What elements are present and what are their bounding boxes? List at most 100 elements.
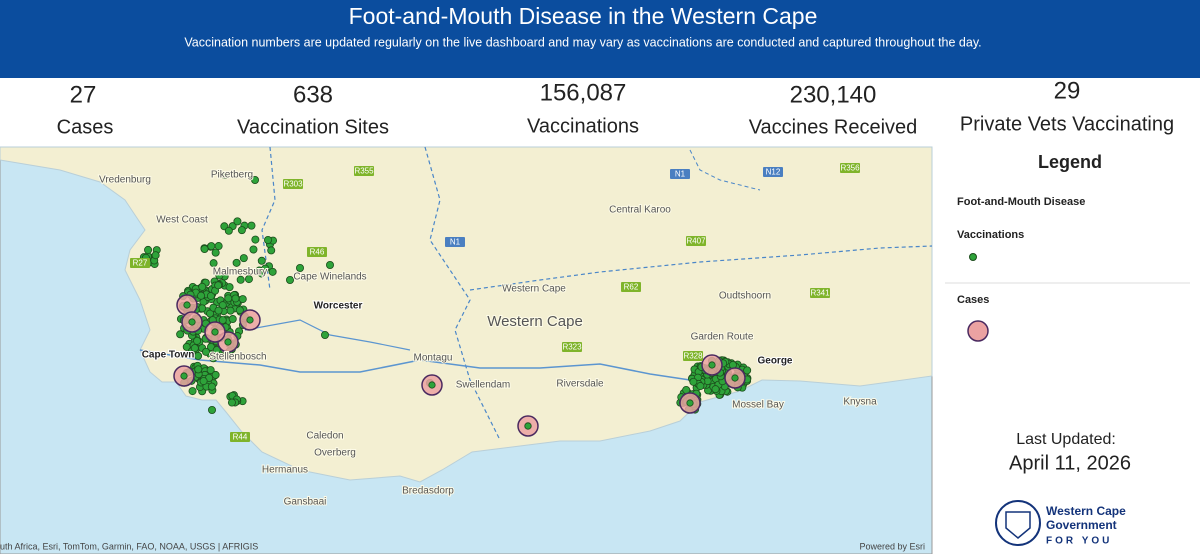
logo-name: Western Cape bbox=[1046, 504, 1126, 518]
powered-by: Powered by Esri bbox=[859, 541, 925, 551]
vaccination-site bbox=[708, 361, 716, 369]
vaccination-site bbox=[228, 315, 237, 324]
vaccination-site bbox=[238, 295, 247, 304]
vaccination-site bbox=[151, 251, 160, 260]
road-label: R44 bbox=[233, 433, 248, 442]
vaccination-site bbox=[524, 422, 532, 430]
road-shield bbox=[445, 237, 465, 247]
place-label: Central Karoo bbox=[609, 205, 671, 216]
place-label: Bredasdorp bbox=[402, 486, 454, 497]
vaccination-site bbox=[226, 306, 235, 315]
road-shield bbox=[307, 247, 327, 257]
vaccination-site bbox=[237, 226, 246, 235]
last-updated-date: April 11, 2026 bbox=[1009, 452, 1131, 474]
vaccination-site bbox=[267, 246, 276, 255]
road-label: R328 bbox=[683, 352, 703, 361]
stat-label: Private Vets Vaccinating bbox=[960, 113, 1174, 135]
vaccination-site bbox=[209, 354, 218, 363]
road-shield bbox=[840, 163, 860, 173]
vaccination-site bbox=[263, 235, 272, 244]
vaccination-site bbox=[320, 330, 329, 339]
vaccination-site bbox=[188, 318, 196, 326]
vaccination-site bbox=[233, 217, 242, 226]
vaccination-site bbox=[214, 281, 223, 290]
vaccination-site bbox=[220, 170, 229, 179]
map[interactable]: Vredenburg Piketberg West Coast Malmesbu… bbox=[0, 146, 933, 554]
vaccination-site bbox=[209, 259, 218, 268]
road-label: R323 bbox=[562, 343, 582, 352]
road-shield bbox=[683, 351, 703, 361]
road-shield bbox=[354, 166, 374, 176]
legend-item: Vaccinations bbox=[957, 229, 1024, 241]
road-label: R355 bbox=[354, 167, 374, 176]
place-label: Hermanus bbox=[262, 465, 308, 476]
place-label: Cape Winelands bbox=[293, 272, 366, 283]
road-label: R356 bbox=[840, 164, 860, 173]
road-label: R27 bbox=[133, 259, 148, 268]
vaccination-site bbox=[247, 221, 256, 230]
vaccination-site bbox=[214, 242, 223, 251]
legend-title: Legend bbox=[1038, 152, 1102, 172]
vaccination-site bbox=[696, 382, 705, 391]
vaccination-site bbox=[211, 370, 220, 379]
logo-name: Government bbox=[1046, 518, 1117, 532]
road-label: R407 bbox=[686, 237, 706, 246]
logo: Western Cape Government FOR YOU bbox=[995, 500, 1126, 547]
place-label: Garden Route bbox=[691, 332, 754, 343]
vaccination-site bbox=[183, 301, 191, 309]
vaccination-site bbox=[144, 245, 153, 254]
vaccination-site bbox=[188, 387, 197, 396]
vaccination-site bbox=[225, 283, 234, 292]
road-shield bbox=[686, 236, 706, 246]
road-shield bbox=[763, 167, 783, 177]
district-boundary bbox=[689, 149, 761, 191]
road-shield bbox=[670, 169, 690, 179]
place-label: Knysna bbox=[843, 397, 877, 408]
vaccination-site bbox=[214, 306, 223, 315]
stat-value: 156,087 bbox=[540, 79, 627, 106]
vaccination-site bbox=[295, 263, 304, 272]
road-label: R62 bbox=[624, 283, 639, 292]
vaccination-site bbox=[235, 306, 244, 315]
place-label: Gansbaai bbox=[284, 497, 327, 508]
vaccination-site bbox=[246, 316, 254, 324]
district-boundary bbox=[469, 245, 933, 291]
attribution: uth Africa, Esri, TomTom, Garmin, FAO, N… bbox=[0, 541, 258, 551]
vaccination-site bbox=[731, 374, 739, 382]
vaccination-site bbox=[190, 344, 199, 353]
vaccination-site bbox=[236, 275, 245, 284]
header-bar bbox=[0, 0, 1200, 78]
stat-value: 27 bbox=[70, 81, 97, 108]
stat-value: 29 bbox=[1054, 77, 1081, 104]
vaccination-site bbox=[193, 336, 202, 345]
legend-layer: Foot-and-Mouth Disease bbox=[957, 196, 1085, 208]
vaccination-site bbox=[201, 347, 210, 356]
vaccination-site bbox=[231, 294, 240, 303]
place-label: Stellenbosch bbox=[209, 352, 266, 363]
road-shield bbox=[810, 288, 830, 298]
road-shield bbox=[562, 342, 582, 352]
stat-label: Vaccines Received bbox=[749, 116, 918, 138]
vaccination-site bbox=[215, 271, 224, 280]
stat-value: 638 bbox=[293, 81, 333, 108]
road-label: N12 bbox=[766, 168, 781, 177]
place-label: Western Cape bbox=[487, 313, 583, 330]
vaccination-site bbox=[428, 381, 436, 389]
vaccination-site bbox=[711, 385, 720, 394]
vaccination-site bbox=[686, 399, 694, 407]
river bbox=[139, 349, 691, 381]
vaccination-site bbox=[743, 366, 752, 375]
vaccination-site bbox=[211, 328, 219, 336]
vaccination-site bbox=[224, 338, 232, 346]
place-label: Swellendam bbox=[456, 380, 510, 391]
place-label: Mossel Bay bbox=[732, 400, 784, 411]
river bbox=[244, 319, 411, 351]
vaccination-site bbox=[227, 398, 236, 407]
legend-item: Cases bbox=[957, 294, 989, 306]
vaccination-site bbox=[325, 260, 334, 269]
vaccination-site bbox=[199, 377, 208, 386]
vaccination-site bbox=[224, 294, 233, 303]
place-label: Riversdale bbox=[556, 379, 604, 390]
place-label: Overberg bbox=[314, 448, 356, 459]
